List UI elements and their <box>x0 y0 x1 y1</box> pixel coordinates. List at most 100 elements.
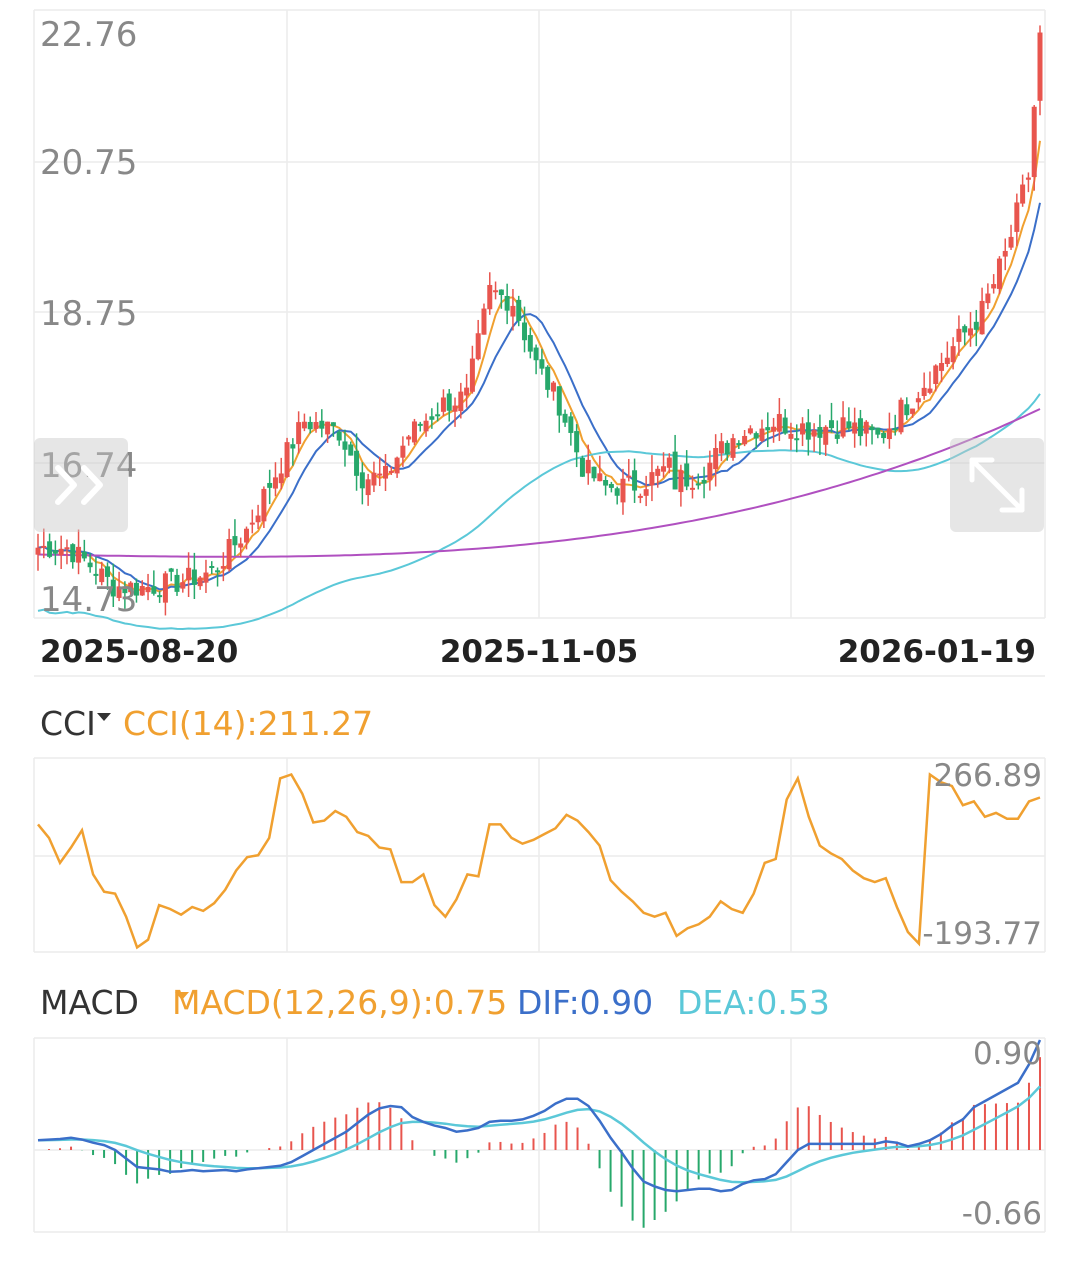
candlestick <box>336 430 342 446</box>
candlestick <box>846 407 852 431</box>
candle-body <box>128 582 134 593</box>
macd-value-label: MACD(12,26,9):0.75 <box>172 983 507 1022</box>
candlestick <box>487 272 493 315</box>
candlestick <box>244 526 250 550</box>
candle-body <box>93 573 99 576</box>
candle-body <box>550 382 556 392</box>
candlestick <box>747 425 753 435</box>
candlestick <box>498 289 504 309</box>
candlestick <box>759 419 765 443</box>
caret-down-icon[interactable] <box>97 713 111 721</box>
candlestick <box>1020 174 1026 207</box>
candle-body <box>944 357 950 364</box>
candlestick <box>301 413 307 432</box>
grid-lines <box>33 9 1046 1233</box>
candle-body <box>487 284 493 310</box>
candlestick <box>35 533 41 571</box>
candle-body <box>979 300 985 335</box>
candle-body <box>863 421 869 434</box>
candlestick <box>834 420 840 444</box>
chevron-right-icon <box>55 465 103 505</box>
x-tick-label: 2025-08-20 <box>40 634 238 670</box>
ma250-line <box>37 408 1041 558</box>
candle-body <box>817 426 823 438</box>
candlestick <box>533 344 539 375</box>
candlestick <box>70 543 76 569</box>
candlestick <box>828 402 834 433</box>
candlestick <box>707 450 713 491</box>
candlestick <box>440 389 446 417</box>
candlestick <box>661 452 667 478</box>
candle-body <box>435 414 441 417</box>
candle-body <box>620 478 626 503</box>
candlestick <box>493 281 499 300</box>
candlestick <box>232 519 238 556</box>
candle-body <box>64 547 70 550</box>
candle-body <box>939 363 945 371</box>
candle-body <box>191 569 197 585</box>
candlestick <box>672 434 678 490</box>
candlestick <box>284 437 290 478</box>
candlestick <box>365 473 371 506</box>
candlestick <box>782 409 788 435</box>
candlestick <box>64 539 70 565</box>
candle-body <box>464 387 470 396</box>
candle-body <box>336 431 342 441</box>
candlestick <box>904 397 910 420</box>
candlestick <box>99 561 105 586</box>
candle-body <box>41 545 47 548</box>
candle-body <box>122 588 128 594</box>
candlestick <box>162 571 168 616</box>
fullscreen-button[interactable] <box>950 438 1044 532</box>
candle-body <box>649 472 655 486</box>
candlestick <box>898 397 904 435</box>
candle-body <box>753 433 759 439</box>
candle-body <box>765 427 771 431</box>
candlestick <box>186 552 192 598</box>
candlestick <box>701 466 707 499</box>
candlestick <box>394 456 400 478</box>
candlestick <box>614 486 620 505</box>
caret-down-icon[interactable] <box>175 992 189 1000</box>
candle-body <box>927 388 933 393</box>
candle-body <box>354 450 360 476</box>
candlestick <box>168 567 174 582</box>
candlestick <box>562 409 568 427</box>
candlestick <box>174 568 180 596</box>
candlestick <box>753 431 759 449</box>
candle-body <box>504 295 510 311</box>
candle-body <box>429 416 435 420</box>
candle-body <box>608 484 614 488</box>
candle-body <box>481 308 487 335</box>
candlestick <box>330 422 336 437</box>
candlestick <box>272 462 278 497</box>
candlestick <box>608 481 614 493</box>
candlestick <box>76 529 82 575</box>
candle-body <box>232 536 238 546</box>
candle-body <box>771 426 777 432</box>
candlestick <box>695 473 701 490</box>
candlestick <box>550 380 556 401</box>
candle-body <box>238 543 244 548</box>
candle-body <box>365 479 371 496</box>
candlestick <box>921 372 927 400</box>
scroll-left-button[interactable] <box>34 438 128 532</box>
macd-indicator-selector[interactable]: MACD <box>40 983 139 1022</box>
cci-indicator-selector[interactable]: CCI <box>40 704 96 743</box>
candle-body <box>661 466 667 472</box>
candlestick <box>151 570 157 596</box>
candlestick <box>620 468 626 515</box>
candlestick-series <box>35 25 1043 616</box>
candle-body <box>411 421 417 443</box>
candlestick <box>886 412 892 449</box>
candle-body <box>377 473 383 476</box>
candle-body <box>168 568 174 572</box>
candle-body <box>325 421 331 435</box>
candlestick <box>81 539 87 562</box>
candle-body <box>307 421 313 430</box>
candlestick <box>545 365 551 398</box>
candlestick <box>649 455 655 502</box>
candlestick <box>736 440 742 449</box>
candle-body <box>794 438 800 441</box>
